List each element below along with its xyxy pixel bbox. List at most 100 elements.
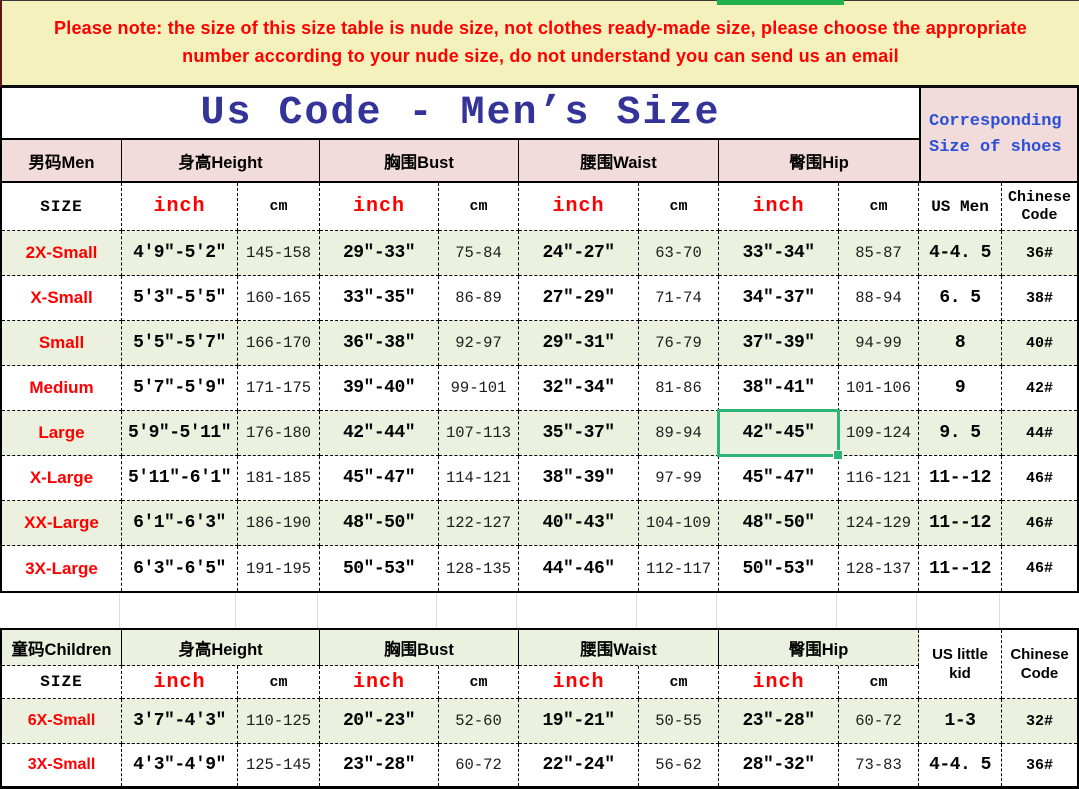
cell-waist-inch[interactable]: 32"-34" <box>519 366 639 411</box>
cell-us-size[interactable]: 1-3 <box>919 699 1002 744</box>
cell-size-name[interactable]: 3X-Small <box>2 744 122 786</box>
cell-hip-inch[interactable]: 34"-37" <box>719 276 839 321</box>
cell-height-inch[interactable]: 3'7"-4'3" <box>122 699 238 744</box>
cell-waist-cm[interactable]: 50-55 <box>639 699 719 744</box>
cell-hip-inch[interactable]: 23"-28" <box>719 699 839 744</box>
cell-height-cm[interactable]: 160-165 <box>238 276 320 321</box>
cell-waist-cm[interactable]: 56-62 <box>639 744 719 786</box>
cell-waist-inch[interactable]: 44"-46" <box>519 546 639 591</box>
cell-hip-cm[interactable]: 116-121 <box>839 456 919 501</box>
cell-height-inch[interactable]: 5'3"-5'5" <box>122 276 238 321</box>
cell-hip-inch[interactable]: 28"-32" <box>719 744 839 786</box>
cell-hip-cm[interactable]: 128-137 <box>839 546 919 591</box>
height-cm-label-cell[interactable]: cm <box>238 183 320 231</box>
cell-chinese-code[interactable]: 44# <box>1002 411 1077 456</box>
bust-inch-label-cell[interactable]: inch <box>320 183 439 231</box>
height-inch-label-cell[interactable]: inch <box>122 666 238 699</box>
cell-height-cm[interactable]: 191-195 <box>238 546 320 591</box>
cell-bust-cm[interactable]: 52-60 <box>439 699 519 744</box>
header-children[interactable]: 童码Children <box>2 630 122 666</box>
cell-us-size[interactable]: 11--12 <box>919 456 1002 501</box>
cell-size-name[interactable]: X-Small <box>2 276 122 321</box>
header-bust[interactable]: 胸围Bust <box>320 140 519 183</box>
cell-height-cm[interactable]: 186-190 <box>238 501 320 546</box>
cell-height-cm[interactable]: 181-185 <box>238 456 320 501</box>
header-height[interactable]: 身高Height <box>122 630 320 666</box>
shoes-note-cell[interactable]: Corresponding Size of shoes <box>919 88 1077 183</box>
cell-chinese-code[interactable]: 32# <box>1002 699 1077 744</box>
cell-bust-cm[interactable]: 92-97 <box>439 321 519 366</box>
cell-waist-cm[interactable]: 97-99 <box>639 456 719 501</box>
cell-hip-inch[interactable]: 33"-34" <box>719 231 839 276</box>
size-label-cell[interactable]: SIZE <box>2 183 122 231</box>
cell-waist-cm[interactable]: 63-70 <box>639 231 719 276</box>
cell-size-name[interactable]: 3X-Large <box>2 546 122 591</box>
cell-bust-cm[interactable]: 114-121 <box>439 456 519 501</box>
cell-waist-inch[interactable]: 27"-29" <box>519 276 639 321</box>
bust-inch-label-cell[interactable]: inch <box>320 666 439 699</box>
cell-bust-inch[interactable]: 48"-50" <box>320 501 439 546</box>
cell-us-size[interactable]: 11--12 <box>919 501 1002 546</box>
cell-us-size[interactable]: 9. 5 <box>919 411 1002 456</box>
chinese-code-label-cell[interactable]: Chinese Code <box>1002 630 1077 699</box>
hip-inch-label-cell[interactable]: inch <box>719 183 839 231</box>
height-cm-label-cell[interactable]: cm <box>238 666 320 699</box>
cell-bust-cm[interactable]: 107-113 <box>439 411 519 456</box>
cell-bust-cm[interactable]: 60-72 <box>439 744 519 786</box>
header-men[interactable]: 男码Men <box>2 140 122 183</box>
waist-cm-label-cell[interactable]: cm <box>639 183 719 231</box>
cell-bust-inch[interactable]: 42"-44" <box>320 411 439 456</box>
cell-waist-inch[interactable]: 24"-27" <box>519 231 639 276</box>
cell-us-size[interactable]: 8 <box>919 321 1002 366</box>
cell-hip-cm[interactable]: 94-99 <box>839 321 919 366</box>
cell-size-name[interactable]: Medium <box>2 366 122 411</box>
cell-hip-cm[interactable]: 101-106 <box>839 366 919 411</box>
cell-hip-cm[interactable]: 109-124 <box>839 411 919 456</box>
cell-waist-cm[interactable]: 89-94 <box>639 411 719 456</box>
waist-cm-label-cell[interactable]: cm <box>639 666 719 699</box>
cell-waist-inch[interactable]: 19"-21" <box>519 699 639 744</box>
cell-hip-cm[interactable]: 60-72 <box>839 699 919 744</box>
height-inch-label-cell[interactable]: inch <box>122 183 238 231</box>
header-bust[interactable]: 胸围Bust <box>320 630 519 666</box>
men-table-title[interactable]: Us Code - Men’s Size <box>2 88 919 140</box>
cell-waist-inch[interactable]: 22"-24" <box>519 744 639 786</box>
cell-bust-cm[interactable]: 128-135 <box>439 546 519 591</box>
cell-bust-inch[interactable]: 50"-53" <box>320 546 439 591</box>
cell-height-inch[interactable]: 5'7"-5'9" <box>122 366 238 411</box>
cell-chinese-code[interactable]: 46# <box>1002 501 1077 546</box>
cell-hip-cm[interactable]: 124-129 <box>839 501 919 546</box>
cell-size-name[interactable]: XX-Large <box>2 501 122 546</box>
hip-cm-label-cell[interactable]: cm <box>839 666 919 699</box>
cell-height-inch[interactable]: 5'11"-6'1" <box>122 456 238 501</box>
cell-height-cm[interactable]: 171-175 <box>238 366 320 411</box>
cell-height-cm[interactable]: 125-145 <box>238 744 320 786</box>
cell-bust-cm[interactable]: 86-89 <box>439 276 519 321</box>
cell-hip-inch[interactable]: 42"-45" <box>717 409 843 460</box>
cell-height-inch[interactable]: 6'3"-6'5" <box>122 546 238 591</box>
cell-waist-inch[interactable]: 29"-31" <box>519 321 639 366</box>
cell-hip-inch[interactable]: 48"-50" <box>719 501 839 546</box>
cell-chinese-code[interactable]: 42# <box>1002 366 1077 411</box>
cell-hip-cm[interactable]: 85-87 <box>839 231 919 276</box>
cell-hip-inch[interactable]: 45"-47" <box>719 456 839 501</box>
cell-waist-inch[interactable]: 40"-43" <box>519 501 639 546</box>
cell-chinese-code[interactable]: 36# <box>1002 744 1077 786</box>
cell-bust-inch[interactable]: 29"-33" <box>320 231 439 276</box>
cell-waist-cm[interactable]: 112-117 <box>639 546 719 591</box>
cell-hip-cm[interactable]: 73-83 <box>839 744 919 786</box>
cell-height-cm[interactable]: 110-125 <box>238 699 320 744</box>
header-hip[interactable]: 臀围Hip <box>719 140 919 183</box>
cell-size-name[interactable]: X-Large <box>2 456 122 501</box>
hip-inch-label-cell[interactable]: inch <box>719 666 839 699</box>
bust-cm-label-cell[interactable]: cm <box>439 183 519 231</box>
cell-us-size[interactable]: 4-4. 5 <box>919 744 1002 786</box>
waist-inch-label-cell[interactable]: inch <box>519 666 639 699</box>
cell-bust-inch[interactable]: 20"-23" <box>320 699 439 744</box>
cell-chinese-code[interactable]: 40# <box>1002 321 1077 366</box>
cell-height-inch[interactable]: 6'1"-6'3" <box>122 501 238 546</box>
cell-bust-inch[interactable]: 45"-47" <box>320 456 439 501</box>
cell-waist-cm[interactable]: 81-86 <box>639 366 719 411</box>
hip-cm-label-cell[interactable]: cm <box>839 183 919 231</box>
header-waist[interactable]: 腰围Waist <box>519 630 719 666</box>
